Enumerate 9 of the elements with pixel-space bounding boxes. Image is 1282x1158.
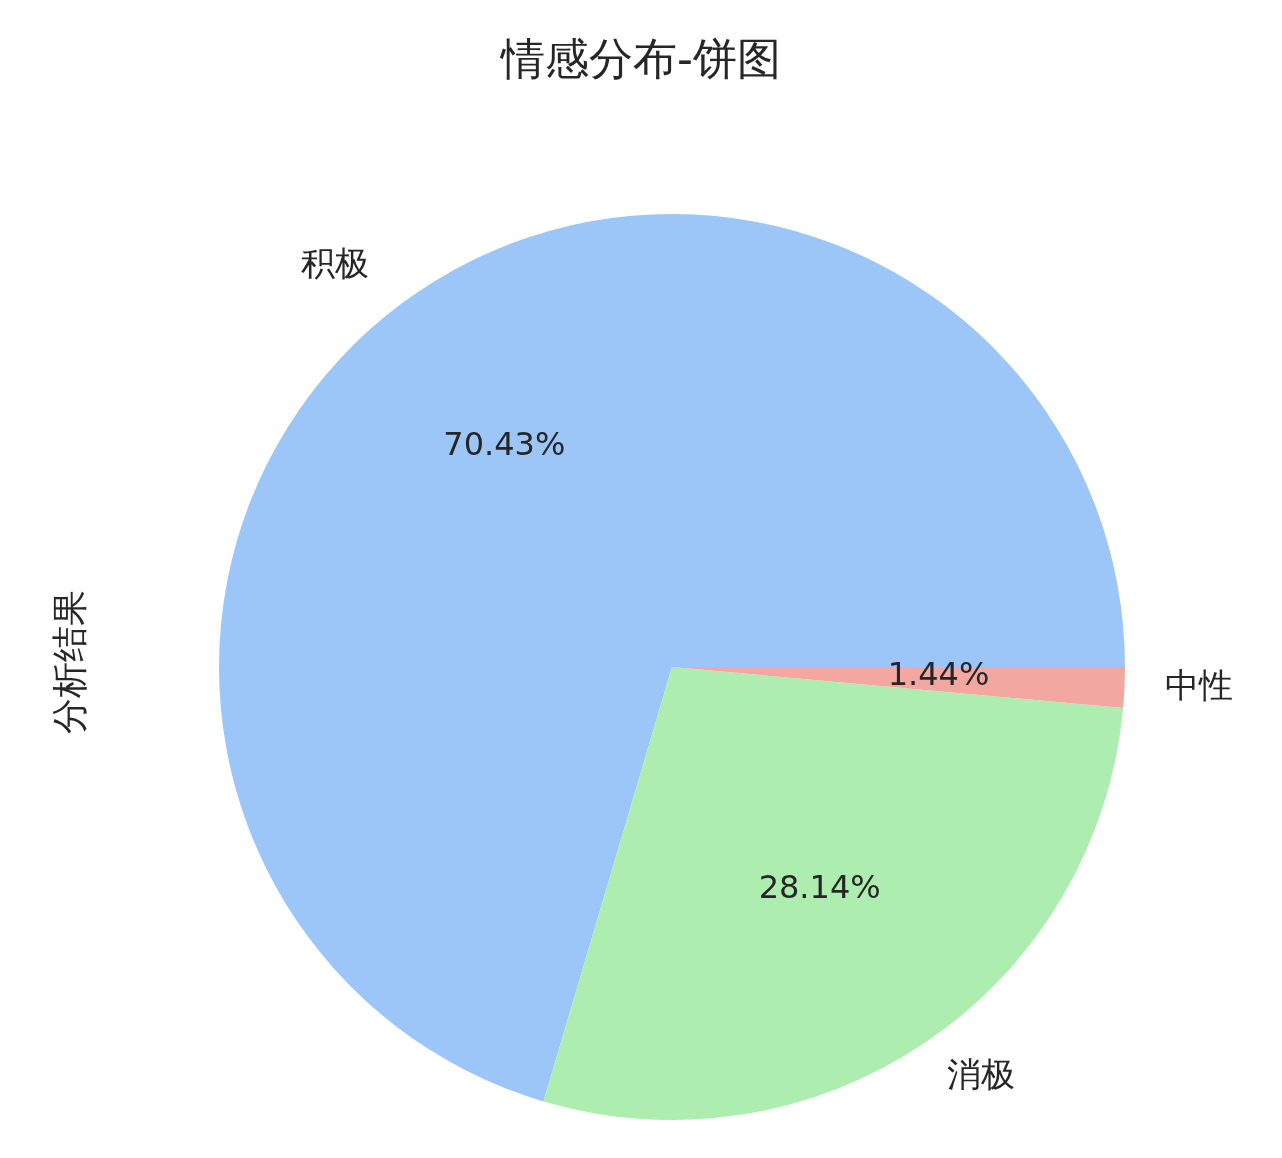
data-label: 1.44% — [887, 655, 990, 694]
text: 分析结果 — [47, 590, 91, 734]
slice-label: 积极 — [300, 242, 369, 283]
slice-label: 消极 — [946, 1054, 1015, 1095]
data-label: 70.43% — [443, 425, 566, 464]
chart-title: 情感分布-饼图 — [499, 32, 782, 86]
data-label: 28.14% — [758, 867, 881, 906]
slice-label: 中性 — [1164, 664, 1233, 705]
pie-slice — [219, 214, 1125, 1102]
